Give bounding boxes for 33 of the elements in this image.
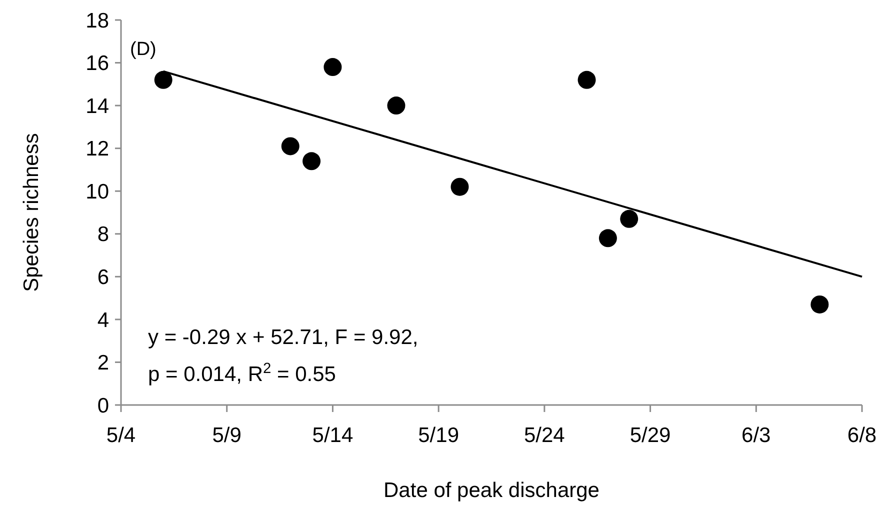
y-tick-label: 18 — [86, 9, 109, 32]
x-tick-label: 5/19 — [418, 424, 460, 447]
annotation: p = 0.014, R$^{2}$ = 0.55 — [148, 361, 336, 386]
y-tick-label: 8 — [97, 223, 109, 246]
x-tick-label: 5/29 — [630, 424, 671, 447]
x-axis-title: Date of peak discharge — [384, 479, 600, 502]
point — [450, 178, 469, 196]
point — [620, 210, 638, 228]
y-tick-label: 6 — [97, 266, 109, 290]
point — [810, 295, 829, 314]
x-tick-label: 5/14 — [312, 424, 354, 447]
x-tick-label: 6/3 — [742, 424, 771, 447]
x-tick-label: 5/9 — [212, 424, 242, 447]
point — [387, 96, 406, 115]
y-tick-label: 4 — [97, 308, 110, 332]
x-tick-label: 5/4 — [106, 424, 136, 447]
point — [281, 137, 300, 156]
y-tick-label: 14 — [86, 94, 110, 118]
point — [578, 70, 596, 89]
y-tick-label: 2 — [97, 352, 109, 375]
y-tick-label: 12 — [86, 138, 109, 161]
x-tick-label: 6/8 — [847, 424, 877, 447]
point — [302, 152, 321, 170]
y-axis-title: Species richness — [20, 133, 43, 292]
point — [324, 58, 342, 76]
point — [598, 229, 617, 248]
annotation: (D) — [130, 39, 156, 60]
point — [154, 70, 172, 89]
y-tick-label: 16 — [86, 52, 109, 76]
x-tick-label: 5/24 — [524, 424, 566, 447]
y-tick-label: 0 — [97, 394, 109, 418]
y-tick-label: 10 — [86, 180, 109, 204]
annotation: y = -0.29 x + 52.71, F = 9.92, — [148, 326, 418, 349]
